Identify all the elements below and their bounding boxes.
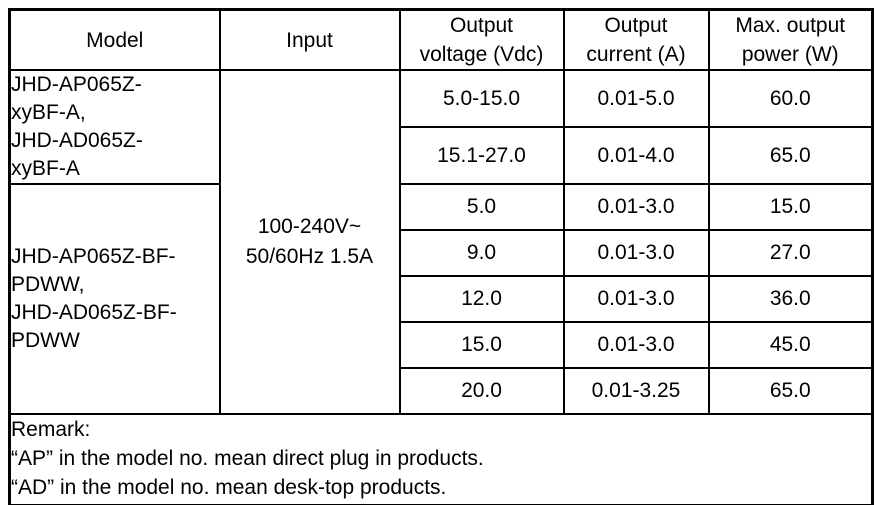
spec-table: Model Input Output voltage (Vdc) Output … — [8, 8, 874, 505]
spec-row: 12.0 0.01-3.0 36.0 — [10, 275, 874, 323]
voltage-cell: 15.1-27.0 — [398, 126, 565, 185]
power-cell: 15.0 — [707, 183, 874, 231]
header-row: Model Input Output voltage (Vdc) Output … — [8, 8, 874, 71]
header-input: Input — [218, 8, 401, 71]
input-cell: 100-240V~ 50/60Hz 1.5A — [218, 69, 401, 415]
voltage-cell: 15.0 — [398, 321, 565, 369]
current-cell: 0.01-3.0 — [562, 275, 710, 323]
voltage-cell: 5.0-15.0 — [398, 69, 565, 128]
power-cell: 65.0 — [707, 367, 874, 415]
remark-line-ad: “AD” in the model no. mean desk-top prod… — [11, 476, 447, 499]
voltage-cell: 20.0 — [398, 367, 565, 415]
model-group-1-cell: JHD-AP065Z- xyBF-A, JHD-AD065Z- xyBF-A — [8, 69, 221, 185]
remark-line-ap: “AP” in the model no. mean direct plug i… — [11, 447, 484, 470]
power-cell: 60.0 — [707, 69, 874, 128]
current-cell: 0.01-3.0 — [562, 321, 710, 369]
spec-row: 9.0 0.01-3.0 27.0 — [10, 229, 874, 277]
current-cell: 0.01-5.0 — [562, 69, 710, 128]
remark-cell: Remark: “AP” in the model no. mean direc… — [8, 413, 874, 505]
current-cell: 0.01-4.0 — [562, 126, 710, 185]
header-output-voltage: Output voltage (Vdc) — [398, 8, 565, 71]
power-cell: 45.0 — [707, 321, 874, 369]
header-model: Model — [8, 8, 221, 71]
current-cell: 0.01-3.0 — [562, 229, 710, 277]
current-cell: 0.01-3.0 — [562, 183, 710, 231]
spec-row: 20.0 0.01-3.25 65.0 — [10, 367, 874, 415]
header-max-output-power: Max. output power (W) — [707, 8, 874, 71]
remark-title: Remark: — [11, 418, 91, 441]
model-group-2-cell: JHD-AP065Z-BF- PDWW, JHD-AD065Z-BF- PDWW — [8, 183, 221, 415]
voltage-cell: 5.0 — [398, 183, 565, 231]
voltage-cell: 9.0 — [398, 229, 565, 277]
voltage-cell: 12.0 — [398, 275, 565, 323]
header-output-current: Output current (A) — [562, 8, 710, 71]
power-cell: 65.0 — [707, 126, 874, 185]
remark-row: Remark: “AP” in the model no. mean direc… — [8, 413, 874, 505]
spec-row: 15.1-27.0 0.01-4.0 65.0 — [10, 126, 874, 185]
spec-row: JHD-AP065Z- xyBF-A, JHD-AD065Z- xyBF-A 1… — [8, 69, 874, 415]
spec-row: JHD-AP065Z-BF- PDWW, JHD-AD065Z-BF- PDWW… — [8, 183, 874, 415]
spec-row: 15.0 0.01-3.0 45.0 — [10, 321, 874, 369]
power-cell: 36.0 — [707, 275, 874, 323]
power-cell: 27.0 — [707, 229, 874, 277]
current-cell: 0.01-3.25 — [562, 367, 710, 415]
